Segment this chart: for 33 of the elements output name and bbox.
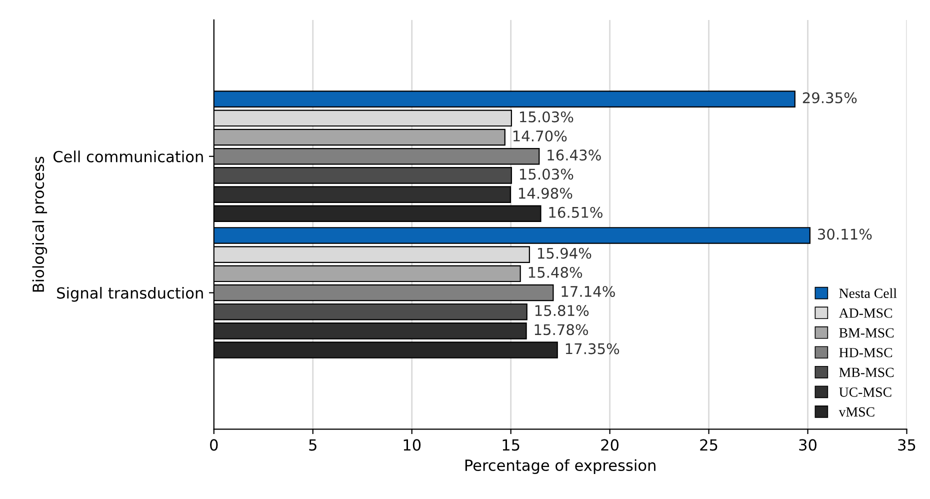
legend-label: HD-MSC [839,348,892,358]
x-tick-label: 5 [309,439,316,451]
data-label: 15.94% [538,248,592,259]
data-label: 30.11% [818,228,872,240]
data-label: 16.43% [548,150,601,161]
legend-label: UC-MSC [839,388,892,397]
data-label: 14.70% [513,130,567,142]
data-label: 15.81% [535,305,589,316]
x-axis-title: Percentage of expression [465,459,656,474]
legend-label: AD-MSC [838,308,892,318]
legend-label: MB-MSC [839,368,894,378]
data-label: 15.78% [534,324,588,336]
data-label: 16.51% [549,206,602,218]
y-tick-label: Cell communication [53,150,203,162]
y-tick-label: Signal transduction [57,286,203,302]
legend-label: Nesta Cell [839,288,897,298]
data-label: 17.14% [562,286,615,297]
x-tick-label: 25 [700,439,718,451]
legend-label: BM-MSC [839,328,894,338]
data-label: 15.03% [520,168,574,180]
legend-label: vMSC [838,407,874,417]
x-tick-label: 20 [601,439,619,451]
data-label: 17.35% [566,343,620,354]
x-tick-label: 0 [210,439,218,451]
x-tick-label: 35 [898,439,916,451]
x-tick-label: 15 [502,439,520,451]
y-axis-title: Biological process [32,156,48,292]
data-label: 15.03% [520,111,574,122]
data-label: 29.35% [802,92,857,104]
x-tick-label: 10 [404,439,421,451]
x-tick-label: 30 [799,439,816,451]
data-label: 14.98% [518,188,572,199]
data-label: 15.48% [528,266,582,278]
